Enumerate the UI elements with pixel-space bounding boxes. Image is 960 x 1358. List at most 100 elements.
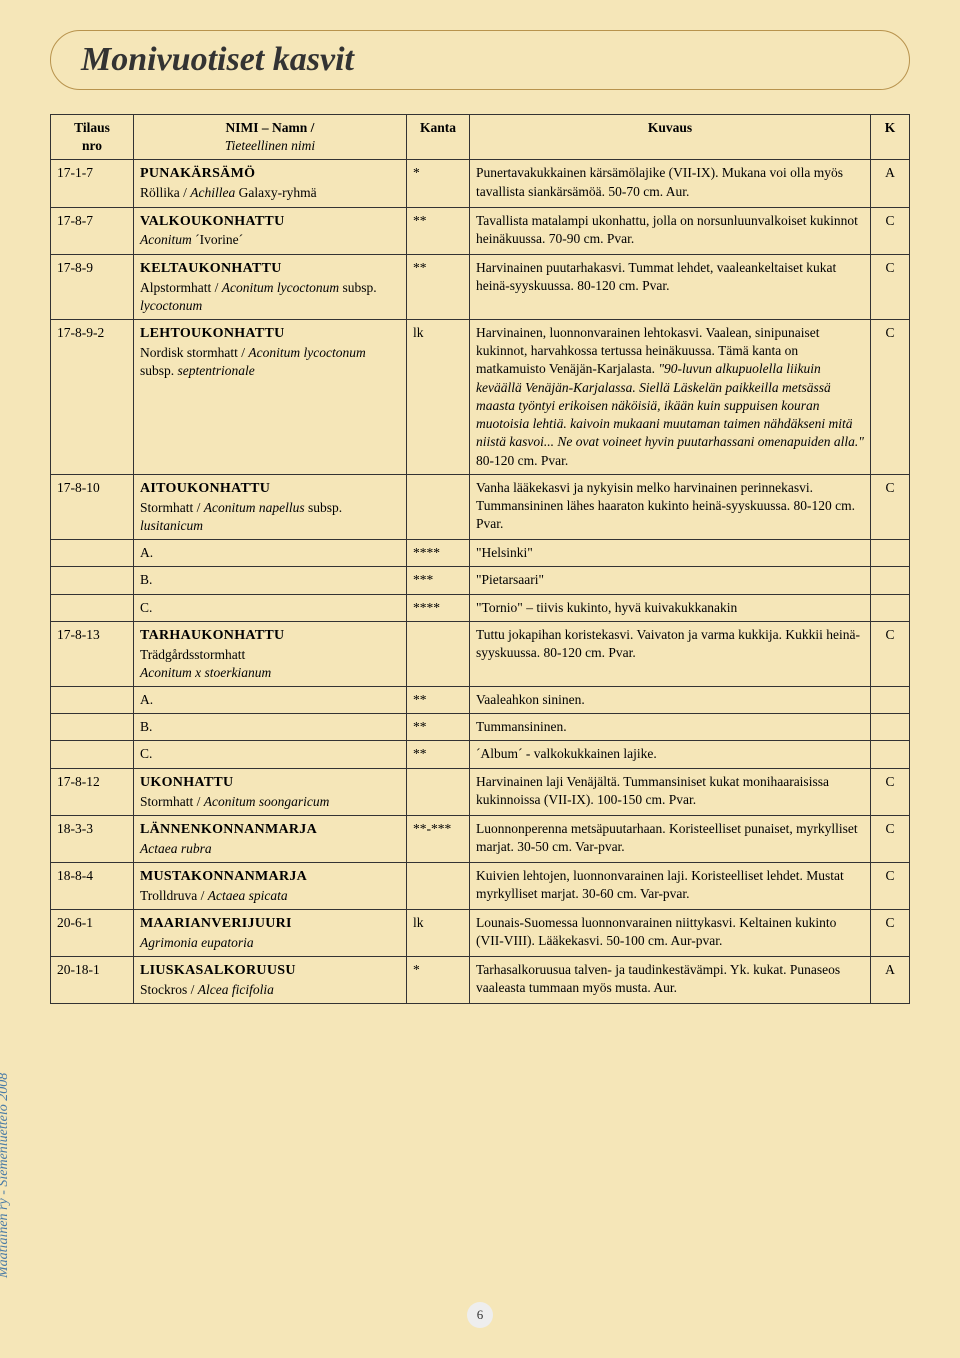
cell-k: C bbox=[871, 910, 910, 957]
cell-k: C bbox=[871, 862, 910, 909]
cell-kuvaus: ´Album´ - valkokukkainen lajike. bbox=[470, 741, 871, 768]
page-title: Monivuotiset kasvit bbox=[81, 41, 354, 78]
sub-row-label: A. bbox=[134, 687, 407, 714]
cell-k: C bbox=[871, 815, 910, 862]
cell-kanta: ** bbox=[407, 207, 470, 254]
cell-nimi: LEHTOUKONHATTUNordisk stormhatt / Aconit… bbox=[134, 319, 407, 474]
cell-kanta bbox=[407, 621, 470, 686]
cell-kuvaus: Lounais-Suomessa luonnonvarainen niittyk… bbox=[470, 910, 871, 957]
cell-k: A bbox=[871, 160, 910, 207]
cell-k: A bbox=[871, 957, 910, 1004]
table-row: C.**´Album´ - valkokukkainen lajike. bbox=[51, 741, 910, 768]
cell-k bbox=[871, 567, 910, 594]
sub-row-label: C. bbox=[134, 594, 407, 621]
table-row: 20-6-1MAARIANVERIJUURIAgrimonia eupatori… bbox=[51, 910, 910, 957]
header-nimi: NIMI – Namn / Tieteellinen nimi bbox=[134, 115, 407, 160]
cell-kuvaus: Kuivien lehtojen, luonnonvarainen laji. … bbox=[470, 862, 871, 909]
cell-kanta: ** bbox=[407, 254, 470, 319]
cell-k bbox=[871, 741, 910, 768]
side-publication-text: Maatiainen ry - Siemenluettelo 2008 bbox=[0, 1073, 12, 1278]
cell-nro: 17-8-9 bbox=[51, 254, 134, 319]
cell-kanta: * bbox=[407, 160, 470, 207]
cell-nro bbox=[51, 594, 134, 621]
cell-kuvaus: "Pietarsaari" bbox=[470, 567, 871, 594]
sub-row-label: B. bbox=[134, 714, 407, 741]
table-row: 17-8-9-2LEHTOUKONHATTUNordisk stormhatt … bbox=[51, 319, 910, 474]
cell-nro bbox=[51, 714, 134, 741]
cell-kuvaus: Vanha lääkekasvi ja nykyisin melko harvi… bbox=[470, 474, 871, 539]
cell-kuvaus: Harvinainen, luonnonvarainen lehtokasvi.… bbox=[470, 319, 871, 474]
cell-nro: 17-8-12 bbox=[51, 768, 134, 815]
header-kuvaus: Kuvaus bbox=[470, 115, 871, 160]
header-nro: Tilausnro bbox=[51, 115, 134, 160]
cell-kuvaus: Punertavakukkainen kärsämölajike (VII-IX… bbox=[470, 160, 871, 207]
cell-kanta: ** bbox=[407, 741, 470, 768]
sub-row-label: A. bbox=[134, 540, 407, 567]
cell-kanta: **-*** bbox=[407, 815, 470, 862]
cell-k bbox=[871, 714, 910, 741]
cell-k: C bbox=[871, 768, 910, 815]
cell-kuvaus: Harvinainen laji Venäjältä. Tummansinise… bbox=[470, 768, 871, 815]
cell-kuvaus: "Tornio" – tiivis kukinto, hyvä kuivakuk… bbox=[470, 594, 871, 621]
cell-kuvaus: Tavallista matalampi ukonhattu, jolla on… bbox=[470, 207, 871, 254]
table-row: 18-3-3LÄNNENKONNANMARJAActaea rubra**-**… bbox=[51, 815, 910, 862]
cell-nimi: UKONHATTUStormhatt / Aconitum soongaricu… bbox=[134, 768, 407, 815]
cell-nro: 17-1-7 bbox=[51, 160, 134, 207]
header-k: K bbox=[871, 115, 910, 160]
cell-nro: 18-3-3 bbox=[51, 815, 134, 862]
table-row: A.**Vaaleahkon sininen. bbox=[51, 687, 910, 714]
cell-nimi: MAARIANVERIJUURIAgrimonia eupatoria bbox=[134, 910, 407, 957]
table-row: B.***"Pietarsaari" bbox=[51, 567, 910, 594]
cell-kuvaus: "Helsinki" bbox=[470, 540, 871, 567]
table-row: 17-8-10AITOUKONHATTUStormhatt / Aconitum… bbox=[51, 474, 910, 539]
cell-kanta: * bbox=[407, 957, 470, 1004]
cell-kanta: lk bbox=[407, 319, 470, 474]
table-body: 17-1-7PUNAKÄRSÄMÖRöllika / Achillea Gala… bbox=[51, 160, 910, 1004]
cell-k: C bbox=[871, 474, 910, 539]
table-row: 17-8-13TARHAUKONHATTUTrädgårdsstormhattA… bbox=[51, 621, 910, 686]
cell-nimi: KELTAUKONHATTUAlpstormhatt / Aconitum ly… bbox=[134, 254, 407, 319]
cell-nro bbox=[51, 741, 134, 768]
plant-table: Tilausnro NIMI – Namn / Tieteellinen nim… bbox=[50, 114, 910, 1004]
cell-nro bbox=[51, 567, 134, 594]
cell-k bbox=[871, 540, 910, 567]
cell-nro: 20-18-1 bbox=[51, 957, 134, 1004]
cell-kuvaus: Tummansininen. bbox=[470, 714, 871, 741]
cell-kanta bbox=[407, 768, 470, 815]
page-number: 6 bbox=[467, 1302, 493, 1328]
cell-nimi: VALKOUKONHATTUAconitum ´Ivorine´ bbox=[134, 207, 407, 254]
cell-kuvaus: Luonnonperenna metsäpuutarhaan. Koristee… bbox=[470, 815, 871, 862]
cell-nro bbox=[51, 687, 134, 714]
cell-kanta bbox=[407, 862, 470, 909]
cell-k: C bbox=[871, 254, 910, 319]
cell-kuvaus: Tarhasalkoruusua talven- ja taudinkestäv… bbox=[470, 957, 871, 1004]
cell-kanta: ** bbox=[407, 714, 470, 741]
cell-nimi: LÄNNENKONNANMARJAActaea rubra bbox=[134, 815, 407, 862]
table-row: A.****"Helsinki" bbox=[51, 540, 910, 567]
cell-nro: 17-8-10 bbox=[51, 474, 134, 539]
cell-nro: 17-8-13 bbox=[51, 621, 134, 686]
cell-kanta: lk bbox=[407, 910, 470, 957]
cell-nimi: MUSTAKONNANMARJATrolldruva / Actaea spic… bbox=[134, 862, 407, 909]
title-container: Monivuotiset kasvit bbox=[50, 30, 910, 90]
cell-nimi: TARHAUKONHATTUTrädgårdsstormhattAconitum… bbox=[134, 621, 407, 686]
cell-nimi: AITOUKONHATTUStormhatt / Aconitum napell… bbox=[134, 474, 407, 539]
table-row: C.****"Tornio" – tiivis kukinto, hyvä ku… bbox=[51, 594, 910, 621]
table-row: 18-8-4MUSTAKONNANMARJATrolldruva / Actae… bbox=[51, 862, 910, 909]
sub-row-label: C. bbox=[134, 741, 407, 768]
header-kanta: Kanta bbox=[407, 115, 470, 160]
cell-nimi: LIUSKASALKORUUSUStockros / Alcea ficifol… bbox=[134, 957, 407, 1004]
table-header-row: Tilausnro NIMI – Namn / Tieteellinen nim… bbox=[51, 115, 910, 160]
cell-nro: 17-8-9-2 bbox=[51, 319, 134, 474]
cell-k bbox=[871, 687, 910, 714]
cell-nro bbox=[51, 540, 134, 567]
table-row: 17-8-9KELTAUKONHATTUAlpstormhatt / Aconi… bbox=[51, 254, 910, 319]
cell-k bbox=[871, 594, 910, 621]
table-row: 17-8-12UKONHATTUStormhatt / Aconitum soo… bbox=[51, 768, 910, 815]
table-row: 17-1-7PUNAKÄRSÄMÖRöllika / Achillea Gala… bbox=[51, 160, 910, 207]
cell-k: C bbox=[871, 621, 910, 686]
table-row: 20-18-1LIUSKASALKORUUSUStockros / Alcea … bbox=[51, 957, 910, 1004]
cell-k: C bbox=[871, 319, 910, 474]
cell-kanta: **** bbox=[407, 594, 470, 621]
cell-kanta bbox=[407, 474, 470, 539]
